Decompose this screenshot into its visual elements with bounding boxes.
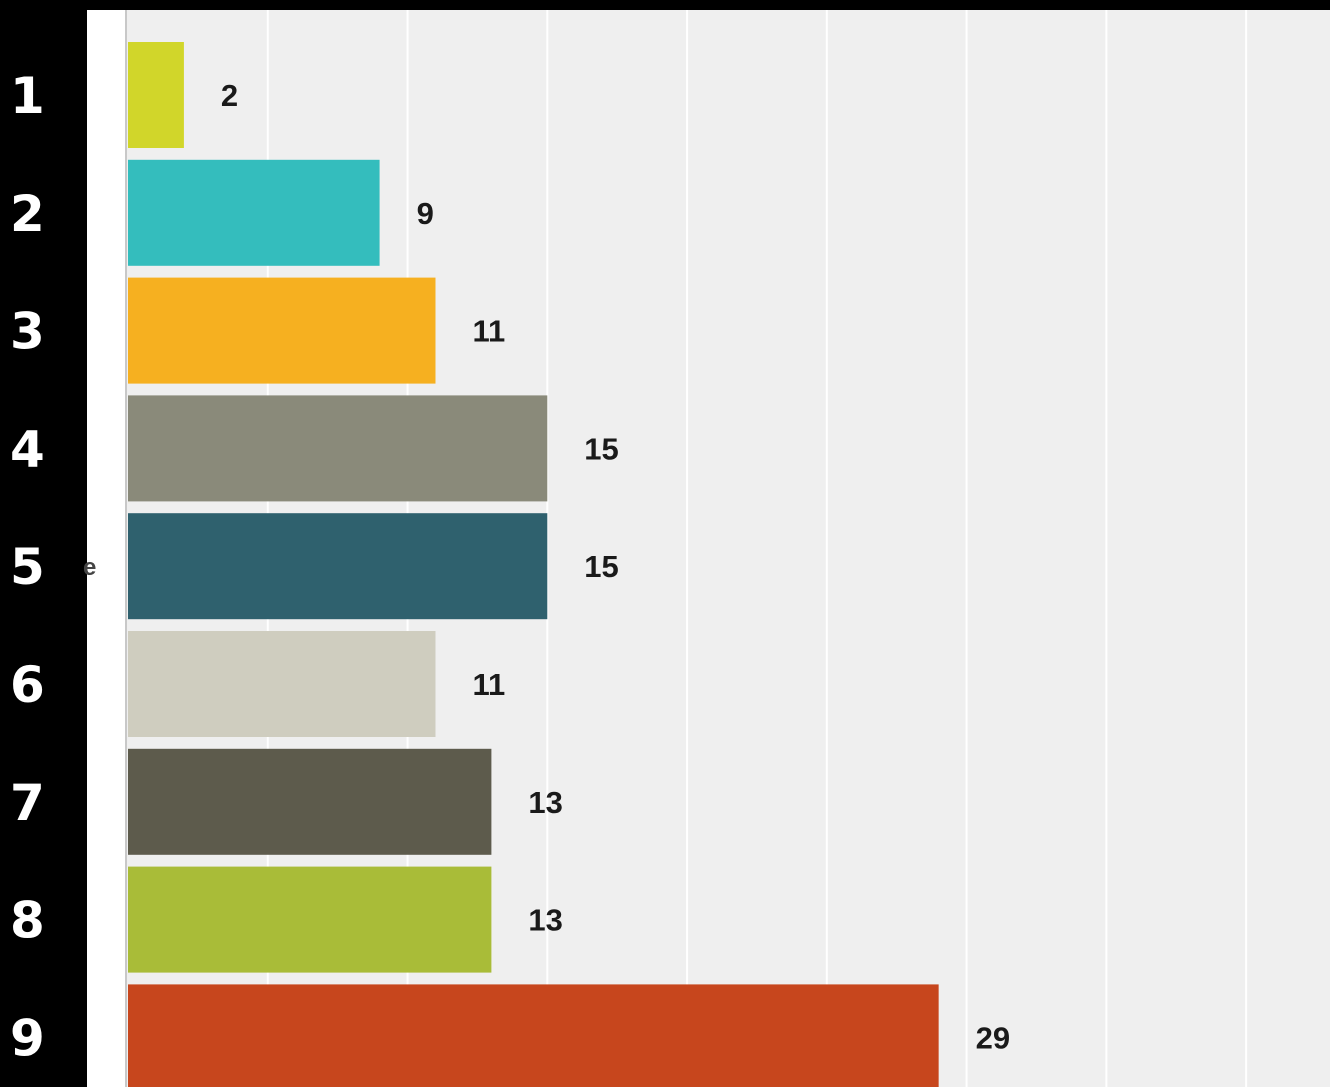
row-number-7: 7 [10,774,45,832]
row-number-6: 6 [10,656,45,714]
row-number-4: 4 [10,420,45,478]
row-number-9: 9 [10,1009,45,1067]
bar-1 [128,42,184,148]
data-label-6: 11 [472,667,505,702]
data-label-1: 2 [221,78,238,113]
row-numbers: 1 2 3 4 5 6 7 8 9 [10,67,45,1067]
data-label-8: 13 [528,903,562,938]
data-label-4: 15 [584,431,618,466]
data-label-2: 9 [417,196,434,231]
data-label-9: 29 [976,1020,1010,1055]
data-label-7: 13 [528,785,562,820]
bar-2 [128,159,380,266]
row-number-8: 8 [10,892,45,950]
bar-5 [128,513,548,620]
row-number-5: 5 [10,538,45,596]
bar-8 [128,866,492,973]
bar-3 [128,277,436,384]
row-number-2: 2 [10,185,45,243]
bar-9 [128,984,939,1087]
bar-4 [128,395,548,502]
bar-6 [128,631,436,737]
bar-7 [128,748,492,855]
row-number-1: 1 [10,67,45,125]
data-label-3: 11 [472,314,505,349]
bars [128,42,939,1087]
row-number-3: 3 [10,303,45,361]
data-label-5: 15 [584,549,618,584]
axis-label-fragment: e [83,554,96,581]
